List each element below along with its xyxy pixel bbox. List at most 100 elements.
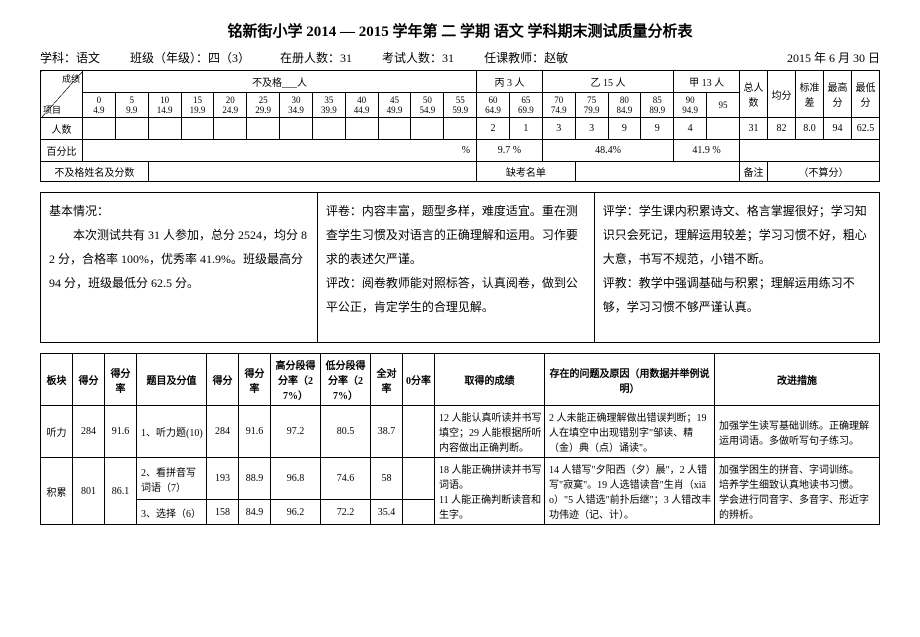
- count-cell: [181, 118, 214, 140]
- fail-names-cell: [148, 162, 476, 182]
- count-cell: [707, 118, 740, 140]
- detail-header: 得分率: [105, 354, 137, 406]
- improve-cell: 加强学困生的拼音、字词训练。 培养学生细致认真地读书习惯。 学会进行同音字、多音…: [715, 458, 880, 525]
- count-cell: [345, 118, 378, 140]
- detail-header: 0分率: [403, 354, 435, 406]
- count-cell: [247, 118, 280, 140]
- value-cell: [403, 458, 435, 500]
- pingxue: 评学：学生课内积累诗文、格言掌握很好；学习知识只会死记，理解运用较差；学习习惯不…: [594, 193, 879, 343]
- fail-names-label: 不及格姓名及分数: [41, 162, 149, 182]
- exam-count: 考试人数：31: [382, 49, 454, 66]
- pct-bing: 9.7 %: [477, 140, 543, 162]
- count-cell: 9: [641, 118, 674, 140]
- range-cell: 15 19.9: [181, 93, 214, 118]
- value-cell: 84.9: [239, 500, 271, 525]
- value-cell: [403, 406, 435, 458]
- range-cell: 25 29.9: [247, 93, 280, 118]
- section-cell: 听力: [41, 406, 73, 458]
- count-cell: [83, 118, 116, 140]
- value-cell: 35.4: [371, 500, 403, 525]
- detail-table: 板块得分得分率题目及分值得分得分率高分段得分率（27%）低分段得分率（27%）全…: [40, 353, 880, 525]
- count-cell: 9: [608, 118, 641, 140]
- present-count: 在册人数：31: [280, 49, 352, 66]
- count-cell: [312, 118, 345, 140]
- score-distribution-table: 成绩 项目 不及格___人 丙 3 人 乙 15 人 甲 13 人 总人数 均分…: [40, 70, 880, 182]
- pct-label: 百分比: [41, 140, 83, 162]
- range-cell: 70 74.9: [542, 93, 575, 118]
- note-label: 备注: [740, 162, 768, 182]
- summary-cell: 62.5: [852, 118, 880, 140]
- summary-cell: 82: [768, 118, 796, 140]
- value-cell: 72.2: [321, 500, 371, 525]
- range-cell: 90 94.9: [674, 93, 707, 118]
- detail-header: 全对率: [371, 354, 403, 406]
- total-people-label: 总人数: [740, 71, 768, 118]
- range-cell: 95: [707, 93, 740, 118]
- note-val: （不算分）: [768, 162, 880, 182]
- achieve-cell: 12 人能认真听读并书写填空；29 人能根据所听内容做出正确判断。: [435, 406, 545, 458]
- basic-situation: 基本情况： 本次测试共有 31 人参加，总分 2524，均分 82 分，合格率 …: [41, 193, 318, 343]
- teacher: 任课教师：赵敏: [484, 49, 568, 66]
- summary-cell: 94: [824, 118, 852, 140]
- count-cell: 3: [542, 118, 575, 140]
- jia-header: 甲 13 人: [674, 71, 740, 93]
- renshu-label: 人数: [41, 118, 83, 140]
- section-cell: 91.6: [105, 406, 137, 458]
- count-cell: [148, 118, 181, 140]
- problem-cell: 14 人错写"夕阳西（夕）晨"，2 人错写"寂寞"。19 人选错读音"生肖（xi…: [545, 458, 715, 525]
- value-cell: 97.2: [271, 406, 321, 458]
- range-cell: 60 64.9: [477, 93, 510, 118]
- section-cell: 86.1: [105, 458, 137, 525]
- range-cell: 40 44.9: [345, 93, 378, 118]
- pct-jia: 41.9 %: [674, 140, 740, 162]
- detail-header: 得分率: [239, 354, 271, 406]
- header-info: 学科：语文 班级（年级）：四（3） 在册人数：31 考试人数：31 任课教师：赵…: [40, 49, 880, 66]
- range-cell: 5 9.9: [115, 93, 148, 118]
- count-cell: 2: [477, 118, 510, 140]
- item-cell: 1、听力题(10): [137, 406, 207, 458]
- max-label: 最高分: [824, 71, 852, 118]
- min-label: 最低分: [852, 71, 880, 118]
- section-cell: 积累: [41, 458, 73, 525]
- absent-cell: [575, 162, 739, 182]
- problem-cell: 2 人未能正确理解做出错误判断；19 人在填空中出现错别字"邹读、精（金）典（点…: [545, 406, 715, 458]
- value-cell: 96.8: [271, 458, 321, 500]
- page-title: 铭新街小学 2014 — 2015 学年第 二 学期 语文 学科期末测试质量分析…: [40, 20, 880, 41]
- value-cell: 74.6: [321, 458, 371, 500]
- range-cell: 80 84.9: [608, 93, 641, 118]
- count-cell: [280, 118, 313, 140]
- bing-header: 丙 3 人: [477, 71, 543, 93]
- detail-header: 板块: [41, 354, 73, 406]
- subject: 学科：语文: [40, 49, 100, 66]
- item-cell: 3、选择（6）: [137, 500, 207, 525]
- pct-fail: %: [83, 140, 477, 162]
- summary-cell: 8.0: [796, 118, 824, 140]
- fail-header: 不及格___人: [83, 71, 477, 93]
- value-cell: 38.7: [371, 406, 403, 458]
- diag-bottom: 项目: [43, 103, 61, 116]
- range-cell: 75 79.9: [575, 93, 608, 118]
- std-label: 标准差: [796, 71, 824, 118]
- range-cell: 55 59.9: [444, 93, 477, 118]
- value-cell: 58: [371, 458, 403, 500]
- count-cell: [115, 118, 148, 140]
- pct-yi: 48.4%: [542, 140, 673, 162]
- avg-label: 均分: [768, 71, 796, 118]
- value-cell: [403, 500, 435, 525]
- range-cell: 20 24.9: [214, 93, 247, 118]
- value-cell: 284: [207, 406, 239, 458]
- diag-top: 成绩: [62, 72, 80, 85]
- improve-cell: 加强学生读写基础训练。正确理解运用词语。多做听写句子练习。: [715, 406, 880, 458]
- achieve-cell: 18 人能正确拼读并书写词语。 11 人能正确判断读音和生字。: [435, 458, 545, 525]
- value-cell: 96.2: [271, 500, 321, 525]
- yi-header: 乙 15 人: [542, 71, 673, 93]
- section-cell: 284: [73, 406, 105, 458]
- detail-header: 得分: [73, 354, 105, 406]
- count-cell: [444, 118, 477, 140]
- detail-header: 改进措施: [715, 354, 880, 406]
- pingjuan: 评卷：内容丰富，题型多样，难度适宜。重在测查学生习惯及对语言的正确理解和运用。习…: [317, 193, 594, 343]
- range-cell: 85 89.9: [641, 93, 674, 118]
- count-cell: [411, 118, 444, 140]
- value-cell: 158: [207, 500, 239, 525]
- count-cell: 1: [509, 118, 542, 140]
